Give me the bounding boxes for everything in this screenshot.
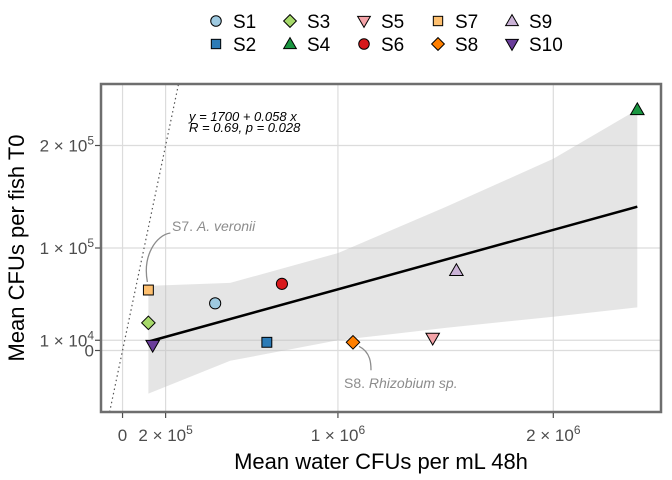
s8-annotation-connector <box>358 345 372 371</box>
legend-key-s5 <box>356 15 372 29</box>
gridlines <box>101 84 661 412</box>
point-s6 <box>275 277 289 290</box>
legend-label: S4 <box>307 35 331 56</box>
legend-item-s9: S9 <box>504 12 552 33</box>
regression-equation: y = 1700 + 0.058 x <box>188 109 297 124</box>
legend-item-s1: S1 <box>210 12 256 33</box>
legend-item-s7: S7 <box>432 12 478 33</box>
point-s9 <box>448 262 465 276</box>
plot-panel: y = 1700 + 0.058 xR = 0.69, p = 0.028 S7.… <box>99 82 663 414</box>
x-axis-title: Mean water CFUs per mL 48h <box>234 449 528 474</box>
point-s8 <box>345 334 361 350</box>
point-s1 <box>209 297 222 310</box>
legend-key-s7 <box>432 15 444 27</box>
legend-item-s3: S3 <box>282 12 330 33</box>
regression-line <box>148 205 638 343</box>
point-s4 <box>629 101 645 116</box>
legend-key-s2 <box>210 38 222 50</box>
legend-item-s10: S10 <box>504 35 563 56</box>
legend-item-s5: S5 <box>356 12 404 33</box>
x-tick-label: 2 × 105 <box>138 423 193 445</box>
point-s3 <box>140 315 156 331</box>
point-s5 <box>425 332 441 346</box>
legend-label: S3 <box>307 12 330 33</box>
identity-line <box>109 83 180 413</box>
s7-annotation-label: S7. A. veronii <box>172 218 256 234</box>
annotations: y = 1700 + 0.058 xR = 0.69, p = 0.028 S7.… <box>145 109 458 391</box>
y-tick-label: 1 × 105 <box>40 236 95 258</box>
legend-label: S1 <box>233 12 256 33</box>
y-tick-label: 0 <box>85 342 94 361</box>
legend-label: S7 <box>455 12 478 33</box>
point-s10 <box>145 339 161 354</box>
legend-item-s6: S6 <box>358 35 404 56</box>
y-axis-title: Mean CFUs per fish T0 <box>4 134 29 361</box>
legend-key-s3 <box>282 13 298 29</box>
legend-label: S2 <box>233 35 256 56</box>
legend-item-s8: S8 <box>430 35 478 56</box>
legend-key-s9 <box>504 13 520 27</box>
legend-label: S5 <box>381 12 404 33</box>
legend-key-s6 <box>358 38 370 50</box>
s8-annotation-label: S8. Rhizobium sp. <box>344 375 458 391</box>
x-tick-label: 2 × 106 <box>526 423 581 445</box>
y-axis-ticks: 01 × 104 1 × 105 2 × 105 <box>40 134 100 361</box>
legend-item-s4: S4 <box>282 35 331 56</box>
legend-item-s2: S2 <box>210 35 256 56</box>
legend-label: S6 <box>381 35 404 56</box>
y-tick-label: 1 × 104 <box>40 328 95 350</box>
regression-stats: R = 0.69, p = 0.028 <box>189 120 301 135</box>
data-points <box>140 101 645 354</box>
x-tick-label: 0 <box>118 426 127 445</box>
legend-label: S9 <box>529 12 552 33</box>
legend-key-s8 <box>430 36 446 52</box>
point-s7 <box>142 284 154 296</box>
point-s2 <box>261 336 273 348</box>
legend-key-s10 <box>504 38 520 52</box>
legend-key-s4 <box>282 36 298 50</box>
x-axis-ticks: 0 2 × 105 1 × 106 2 × 106 <box>118 413 581 445</box>
x-tick-label: 1 × 106 <box>311 423 366 445</box>
panel-border <box>99 82 663 414</box>
legend-label: S10 <box>529 35 563 56</box>
y-tick-label: 2 × 105 <box>40 134 95 156</box>
s7-annotation-connector <box>145 232 171 283</box>
legend-label: S8 <box>455 35 478 56</box>
legend-key-s1 <box>210 15 222 27</box>
confidence-band <box>148 109 638 394</box>
